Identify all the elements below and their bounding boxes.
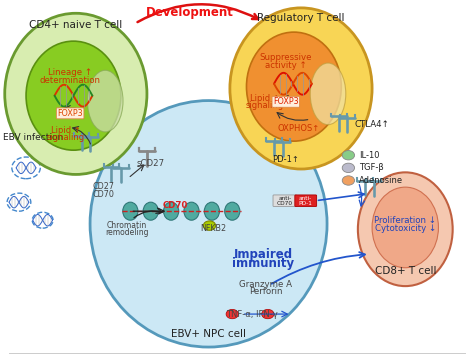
Text: OXPHOS↑: OXPHOS↑ bbox=[277, 124, 320, 132]
Text: FOXP3: FOXP3 bbox=[57, 109, 83, 118]
Text: Chromatin: Chromatin bbox=[107, 221, 147, 230]
Text: anti-
PD-1: anti- PD-1 bbox=[299, 196, 313, 206]
Text: EBV infection: EBV infection bbox=[3, 133, 64, 142]
Ellipse shape bbox=[230, 8, 372, 169]
Ellipse shape bbox=[123, 202, 138, 220]
Text: CTLA4↑: CTLA4↑ bbox=[355, 120, 390, 129]
Text: IL-10: IL-10 bbox=[359, 151, 379, 160]
Text: FOXP3: FOXP3 bbox=[273, 97, 299, 106]
Text: CD70: CD70 bbox=[92, 190, 114, 199]
Text: Perforin: Perforin bbox=[249, 287, 282, 296]
Text: anti-
CD70: anti- CD70 bbox=[277, 196, 293, 206]
Text: sCD27: sCD27 bbox=[137, 159, 165, 168]
Text: determination: determination bbox=[40, 76, 100, 84]
Ellipse shape bbox=[5, 13, 147, 174]
Text: CD27: CD27 bbox=[92, 183, 114, 191]
Text: PD-1↑: PD-1↑ bbox=[273, 155, 299, 164]
Circle shape bbox=[342, 176, 355, 185]
Text: Adenosine: Adenosine bbox=[359, 176, 403, 185]
Circle shape bbox=[203, 221, 216, 230]
Text: CD8+ T cell: CD8+ T cell bbox=[374, 266, 436, 277]
Text: signaling: signaling bbox=[246, 101, 283, 110]
Ellipse shape bbox=[372, 187, 438, 268]
Text: Lipid ↑: Lipid ↑ bbox=[250, 94, 279, 103]
FancyBboxPatch shape bbox=[273, 195, 297, 206]
Text: activity ↑: activity ↑ bbox=[265, 61, 307, 70]
Ellipse shape bbox=[204, 202, 219, 220]
Text: Granzyme A: Granzyme A bbox=[239, 280, 292, 289]
Text: signaling: signaling bbox=[46, 134, 84, 142]
Ellipse shape bbox=[184, 202, 199, 220]
Ellipse shape bbox=[143, 202, 158, 220]
Ellipse shape bbox=[90, 101, 327, 347]
Ellipse shape bbox=[26, 41, 121, 150]
Circle shape bbox=[342, 163, 355, 173]
Ellipse shape bbox=[310, 63, 346, 125]
Text: NFKB2: NFKB2 bbox=[200, 224, 227, 232]
Text: Lipid ↑: Lipid ↑ bbox=[51, 126, 80, 135]
Text: Proliferation ↓: Proliferation ↓ bbox=[374, 216, 436, 225]
Text: immunity: immunity bbox=[232, 257, 294, 270]
Ellipse shape bbox=[358, 172, 453, 286]
Text: TNF-α, IFN-γ: TNF-α, IFN-γ bbox=[226, 310, 278, 318]
Text: Suppressive: Suppressive bbox=[260, 53, 312, 62]
Ellipse shape bbox=[164, 202, 179, 220]
Text: Lineage ↑: Lineage ↑ bbox=[48, 68, 92, 77]
Circle shape bbox=[226, 309, 238, 319]
FancyBboxPatch shape bbox=[295, 195, 317, 206]
Circle shape bbox=[262, 309, 274, 319]
Text: Development: Development bbox=[146, 6, 234, 19]
Text: Impaired: Impaired bbox=[234, 248, 292, 261]
Text: CD70: CD70 bbox=[163, 201, 188, 209]
Text: remodeling: remodeling bbox=[105, 229, 149, 237]
Ellipse shape bbox=[87, 70, 123, 132]
Ellipse shape bbox=[246, 32, 341, 141]
Text: TGF-β: TGF-β bbox=[359, 164, 383, 172]
Text: Regulatory T cell: Regulatory T cell bbox=[257, 13, 345, 23]
Text: CD4+ naive T cell: CD4+ naive T cell bbox=[29, 20, 122, 30]
Text: Cytotoxicity ↓: Cytotoxicity ↓ bbox=[374, 224, 436, 232]
Circle shape bbox=[342, 151, 355, 160]
Text: EBV+ NPC cell: EBV+ NPC cell bbox=[171, 329, 246, 339]
Ellipse shape bbox=[225, 202, 240, 220]
